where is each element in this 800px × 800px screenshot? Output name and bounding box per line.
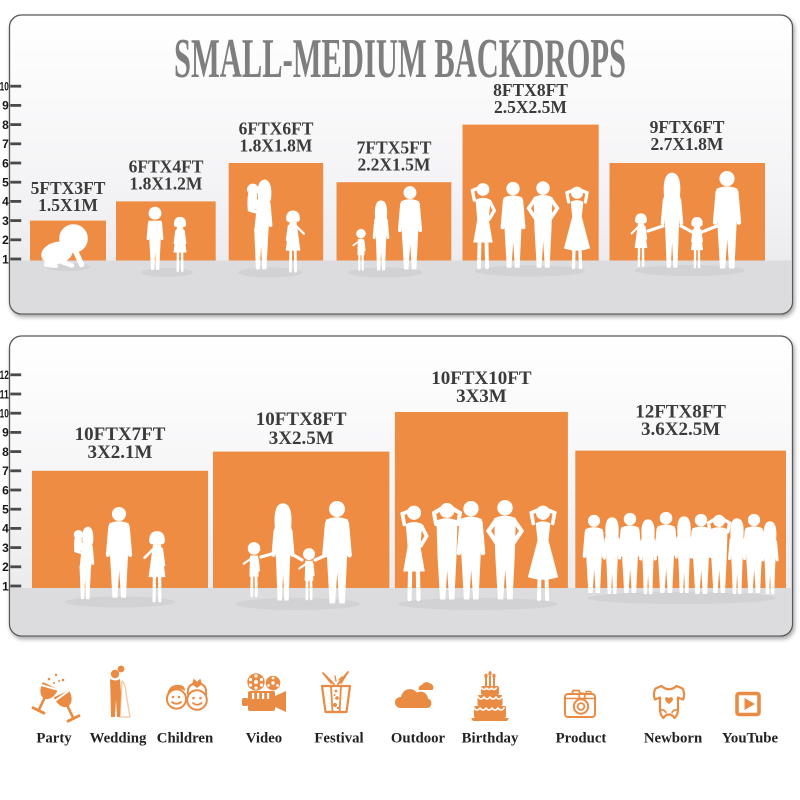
svg-text:YouTube: YouTube [722,731,779,747]
svg-text:1.8X1.8M: 1.8X1.8M [240,136,313,156]
svg-text:5: 5 [2,503,9,517]
svg-text:Wedding: Wedding [90,731,147,747]
svg-text:6FTX4FT: 6FTX4FT [129,157,204,177]
svg-text:Outdoor: Outdoor [391,731,446,747]
svg-text:10FTX10FT: 10FTX10FT [431,368,532,389]
svg-text:Children: Children [157,731,213,747]
svg-text:3: 3 [2,214,9,228]
svg-text:3X2.1M: 3X2.1M [88,442,153,463]
svg-text:3X3M: 3X3M [456,386,507,407]
svg-text:9FTX6FT: 9FTX6FT [650,117,725,137]
svg-text:7: 7 [2,464,9,478]
svg-text:7FTX5FT: 7FTX5FT [357,138,432,158]
svg-text:3: 3 [2,541,9,555]
svg-text:9: 9 [2,426,9,440]
svg-text:7: 7 [2,137,9,151]
svg-text:SMALL-MEDIUM BACKDROPS: SMALL-MEDIUM BACKDROPS [174,28,626,90]
svg-text:6: 6 [2,483,9,497]
svg-text:10: 10 [0,407,9,421]
svg-text:2.2X1.5M: 2.2X1.5M [358,155,431,175]
svg-text:10: 10 [0,80,9,94]
svg-text:2.5X2.5M: 2.5X2.5M [494,97,567,117]
svg-text:3.6X2.5M: 3.6X2.5M [641,419,720,440]
svg-text:8: 8 [2,445,9,459]
svg-text:2.7X1.8M: 2.7X1.8M [651,134,724,154]
svg-text:6FTX6FT: 6FTX6FT [239,119,314,139]
svg-text:8FTX8FT: 8FTX8FT [493,80,568,100]
svg-text:5FTX3FT: 5FTX3FT [31,178,106,198]
svg-text:Festival: Festival [314,731,363,747]
svg-text:Party: Party [36,731,72,747]
svg-text:9: 9 [2,99,9,113]
svg-text:8: 8 [2,118,9,132]
svg-text:11: 11 [0,387,9,401]
svg-text:Birthday: Birthday [462,731,519,747]
svg-text:2: 2 [2,233,9,247]
svg-text:1: 1 [2,252,9,266]
svg-text:5: 5 [2,176,9,190]
svg-text:Video: Video [246,731,282,747]
svg-text:1.5X1M: 1.5X1M [38,195,98,215]
svg-text:10FTX8FT: 10FTX8FT [256,409,347,430]
svg-text:4: 4 [2,195,9,209]
svg-text:10FTX7FT: 10FTX7FT [75,424,166,445]
svg-text:1: 1 [2,579,9,593]
svg-text:12FTX8FT: 12FTX8FT [635,402,726,423]
svg-text:12: 12 [0,368,9,382]
svg-text:2: 2 [2,560,9,574]
svg-text:6: 6 [2,156,9,170]
svg-text:3X2.5M: 3X2.5M [269,428,334,449]
svg-text:4: 4 [2,522,9,536]
svg-text:Product: Product [556,731,607,747]
svg-text:1.8X1.2M: 1.8X1.2M [130,174,203,194]
svg-text:Newborn: Newborn [644,731,702,747]
